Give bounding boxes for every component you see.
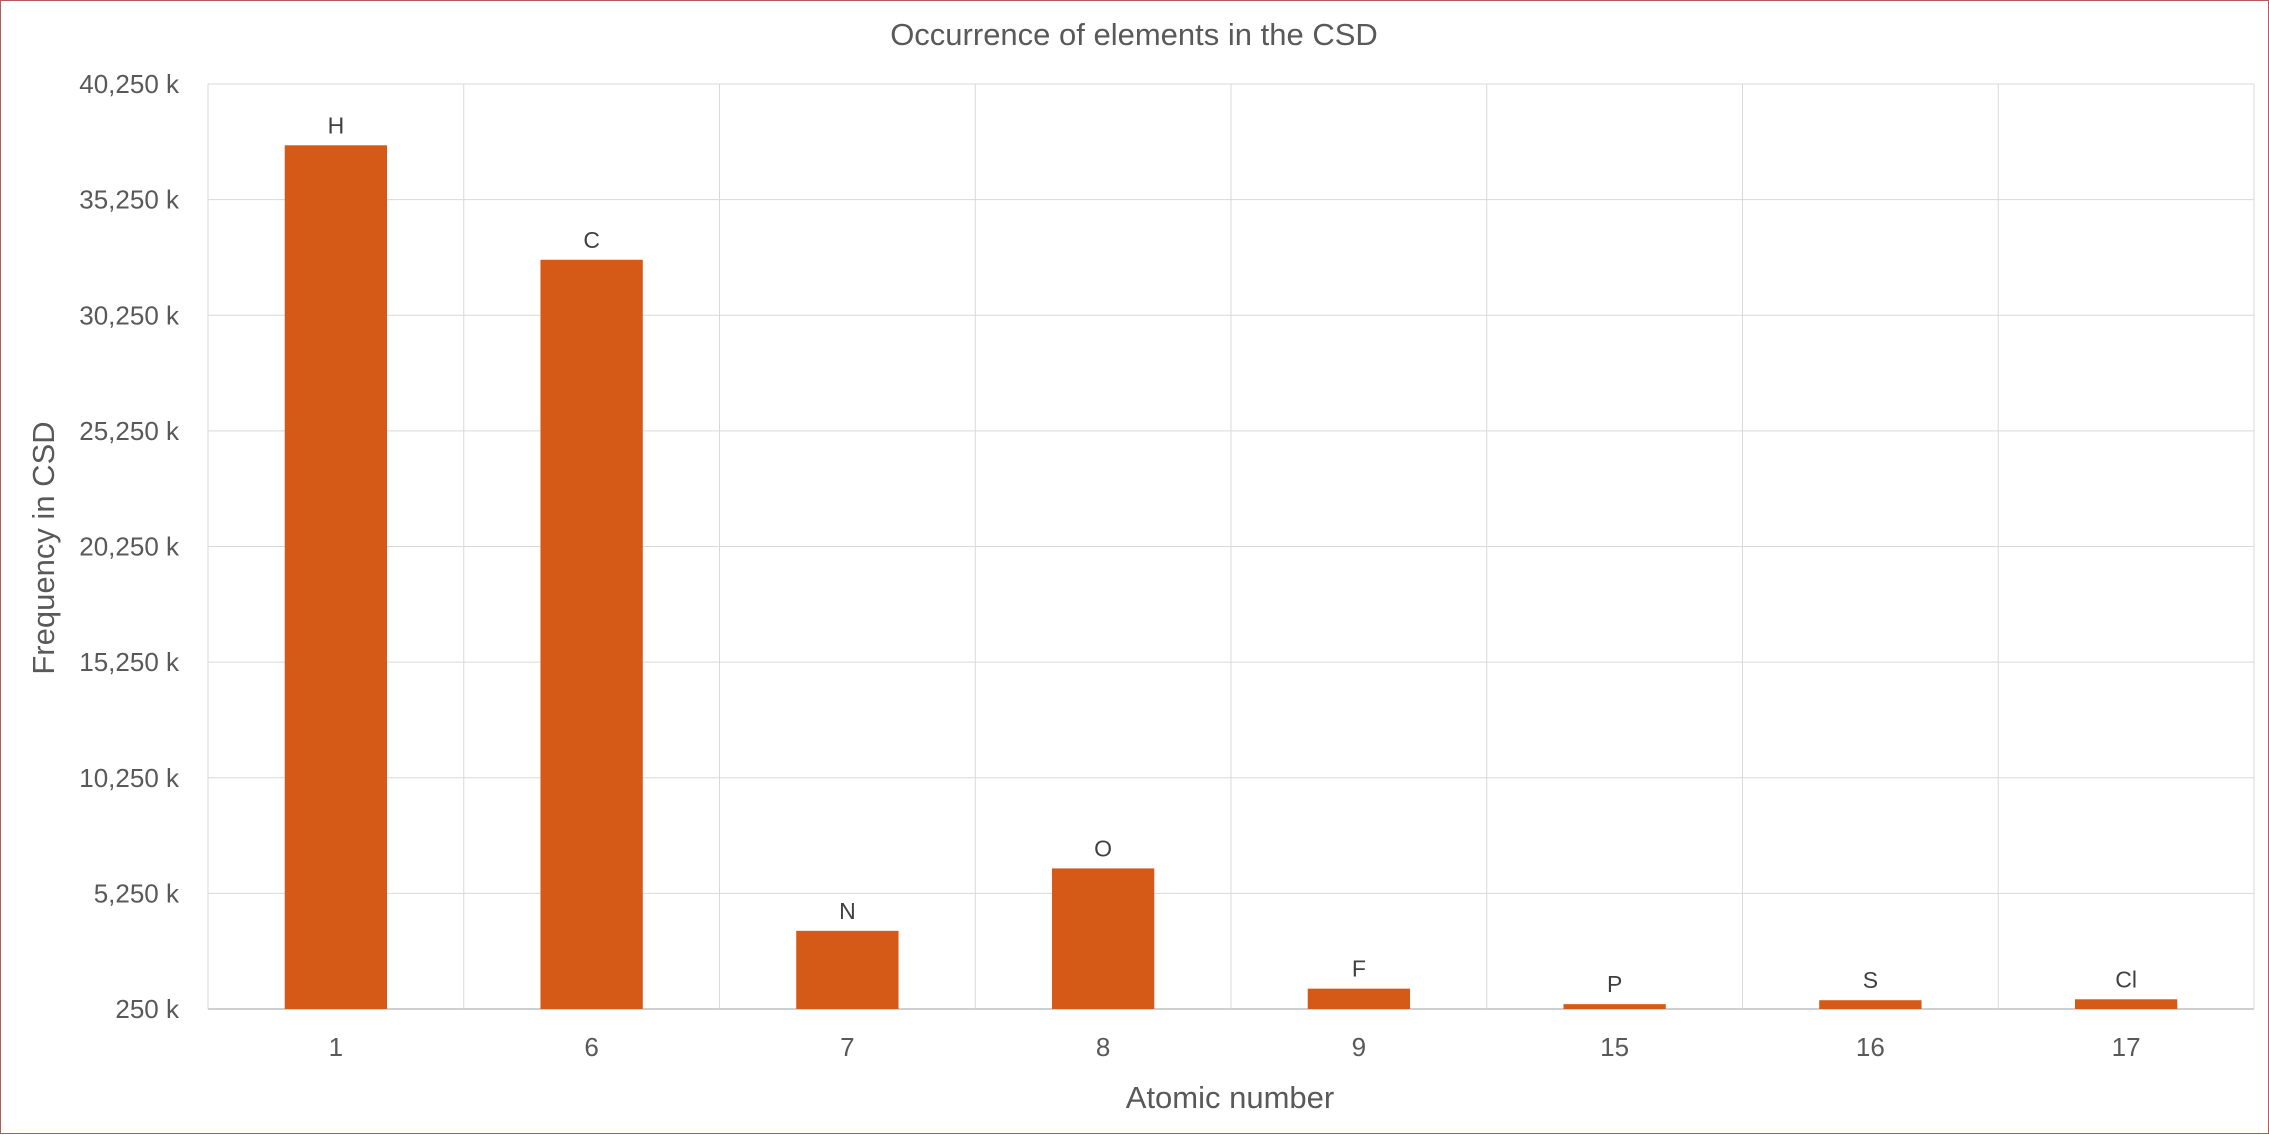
y-axis-ticks: 250 k 5,250 k 10,250 k 15,250 k 20,250 k 25,2… — [79, 69, 180, 1024]
data-label: S — [1863, 967, 1878, 993]
y-tick-label: 40,250 k — [79, 69, 180, 99]
x-tick-label: 17 — [2112, 1032, 2141, 1062]
data-label: H — [328, 112, 345, 138]
x-axis-title: Atomic number — [1126, 1080, 1334, 1115]
gridlines — [207, 83, 2255, 1010]
x-tick-label: 16 — [1856, 1032, 1885, 1062]
bar — [1307, 988, 1411, 1009]
x-tick-label: 15 — [1600, 1032, 1629, 1062]
y-tick-label: 35,250 k — [79, 185, 180, 215]
data-label: C — [583, 227, 600, 253]
data-label: Cl — [2115, 966, 2137, 992]
bar — [1563, 1004, 1666, 1009]
y-axis-title: Frequency in CSD — [26, 421, 61, 674]
y-tick-label: 10,250 k — [79, 763, 180, 793]
y-tick-label: 20,250 k — [79, 532, 180, 562]
x-tick-label: 6 — [584, 1032, 598, 1062]
bar — [1051, 868, 1155, 1009]
bar — [284, 145, 388, 1009]
y-tick-label: 15,250 k — [79, 647, 180, 677]
y-tick-label: 25,250 k — [79, 416, 180, 446]
chart-title: Occurrence of elements in the CSD — [890, 17, 1378, 52]
bar — [540, 259, 643, 1009]
bar — [1819, 1000, 1922, 1009]
y-tick-label: 30,250 k — [79, 300, 180, 330]
bar — [2074, 999, 2178, 1009]
y-tick-label: 5,250 k — [94, 878, 180, 908]
data-label: F — [1352, 956, 1366, 982]
y-tick-label: 250 k — [115, 994, 180, 1024]
x-tick-label: 9 — [1352, 1032, 1366, 1062]
x-axis-ticks: 1 6 7 8 9 15 16 17 — [329, 1032, 2141, 1062]
data-label: O — [1094, 835, 1112, 861]
data-label: N — [839, 898, 856, 924]
bars — [284, 145, 2178, 1009]
data-label: P — [1607, 971, 1622, 997]
x-tick-label: 7 — [840, 1032, 854, 1062]
x-tick-label: 1 — [329, 1032, 343, 1062]
x-tick-label: 8 — [1096, 1032, 1110, 1062]
data-labels: H C N O F P S Cl — [328, 112, 2137, 997]
bar — [796, 930, 899, 1009]
